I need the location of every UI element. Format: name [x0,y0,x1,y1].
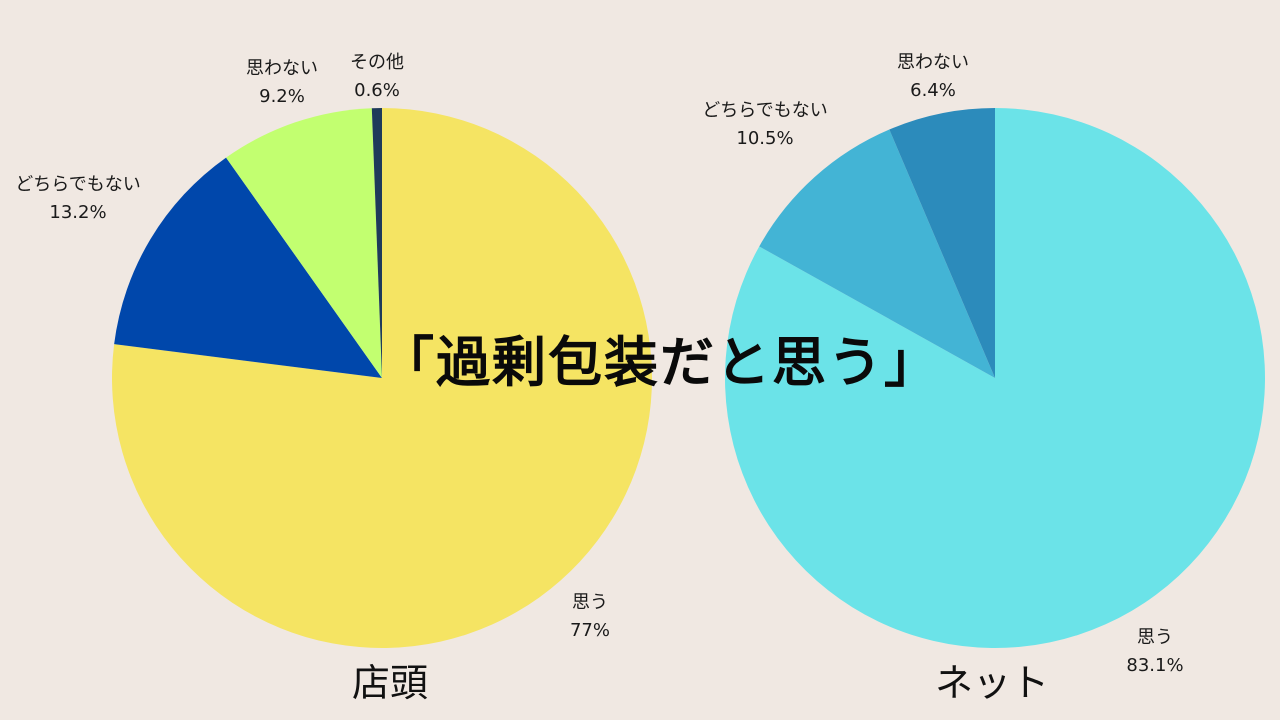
pie-slice [724,108,1265,648]
slice-value-label: 10.5% [736,128,793,149]
pie-slice [371,107,382,378]
slice-label: 思う [1137,627,1173,648]
pie-slice [112,108,653,648]
slice-value-label: 77% [570,620,610,641]
pie-slice [759,129,995,378]
slice-label: 思う [572,592,608,613]
slice-label: 思わない [246,58,318,79]
slice-label: どちらでもない [702,100,827,121]
slice-value-label: 13.2% [49,202,106,223]
slice-label: その他 [350,52,404,73]
net-pie-chart: 思う 83.1% どちらでもない 10.5% 思わない 6.4% [702,52,1265,676]
net-chart-caption: ネット [934,661,1049,705]
pie-slice [889,108,995,378]
slice-value-label: 0.6% [354,80,400,101]
slice-value-label: 6.4% [910,80,956,101]
main-title: 「過剰包装だと思う」 [380,331,940,394]
slice-label: 思わない [897,52,969,73]
slice-label: どちらでもない [15,174,140,195]
pie-slice [226,108,382,378]
store-pie-chart: 思う 77% どちらでもない 13.2% 思わない 9.2% その他 0.6% [15,52,653,648]
pie-slice [114,157,382,378]
slice-value-label: 83.1% [1126,655,1183,676]
slice-value-label: 9.2% [259,86,305,107]
store-chart-caption: 店頭 [351,661,428,705]
